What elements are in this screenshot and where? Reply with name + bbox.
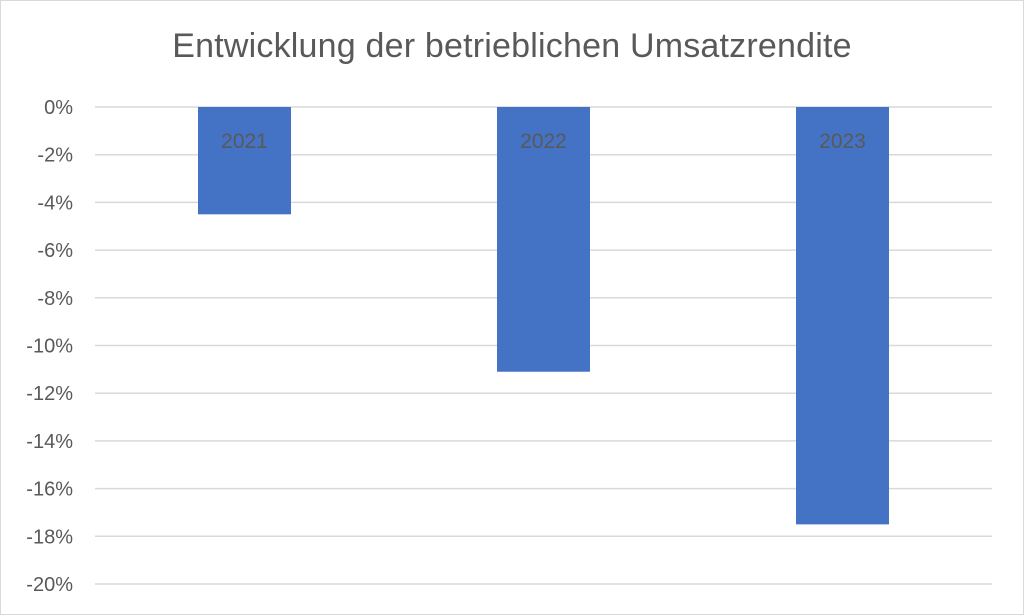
category-label: 2021 [221, 130, 268, 153]
bar-2023 [796, 107, 889, 525]
y-tick-label: -10% [26, 336, 73, 358]
bar-2022 [497, 107, 590, 372]
category-label: 2022 [520, 130, 567, 153]
y-tick-label: -2% [37, 145, 73, 167]
chart-title: Entwicklung der betrieblichen Umsatzrend… [172, 27, 852, 65]
y-tick-label: -12% [26, 383, 73, 405]
y-tick-label: 0% [44, 97, 73, 119]
y-tick-label: -16% [26, 479, 73, 501]
category-label: 2023 [819, 130, 866, 153]
bar-2021 [198, 107, 291, 215]
y-tick-label: -4% [37, 192, 73, 214]
y-tick-label: -18% [26, 526, 73, 548]
y-tick-label: -8% [37, 288, 73, 310]
y-tick-label: -14% [26, 431, 73, 453]
y-tick-label: -6% [37, 240, 73, 262]
y-tick-label: -20% [26, 574, 73, 596]
